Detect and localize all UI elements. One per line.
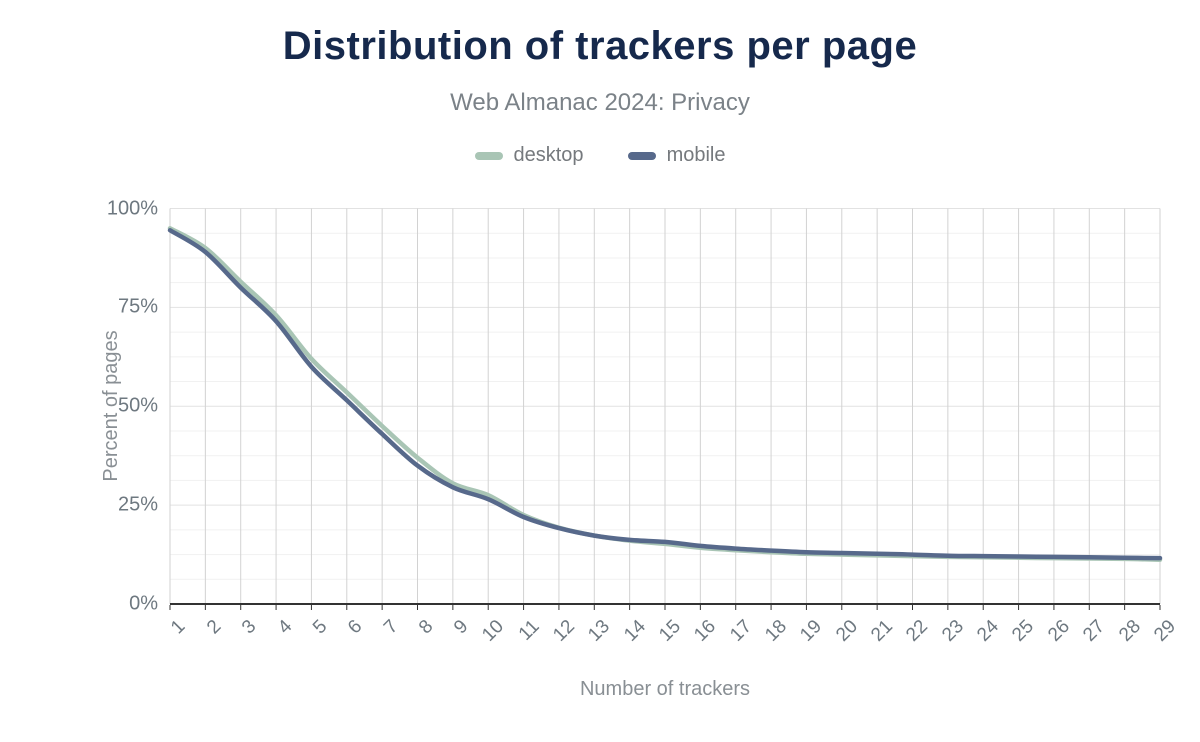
series-line-mobile [167, 228, 1163, 561]
x-axis-title: Number of trackers [579, 678, 751, 700]
chart-subtitle: Web Almanac 2024: Privacy [450, 89, 750, 116]
chart-title: Distribution of trackers per page [282, 24, 918, 68]
desktop-swatch-icon [474, 151, 503, 160]
legend: desktop mobile [0, 144, 1200, 167]
y-tick-label: 0% [129, 592, 158, 615]
legend-label-mobile: mobile [666, 144, 726, 166]
legend-item-mobile: mobile [627, 144, 726, 167]
mobile-swatch-icon [627, 151, 656, 160]
y-tick-label: 75% [117, 295, 158, 318]
legend-item-desktop: desktop [474, 144, 584, 167]
y-tick-label: 100% [106, 197, 158, 219]
legend-label-desktop: desktop [513, 144, 584, 166]
y-tick-label: 50% [117, 394, 158, 417]
y-tick-label: 25% [117, 493, 158, 516]
